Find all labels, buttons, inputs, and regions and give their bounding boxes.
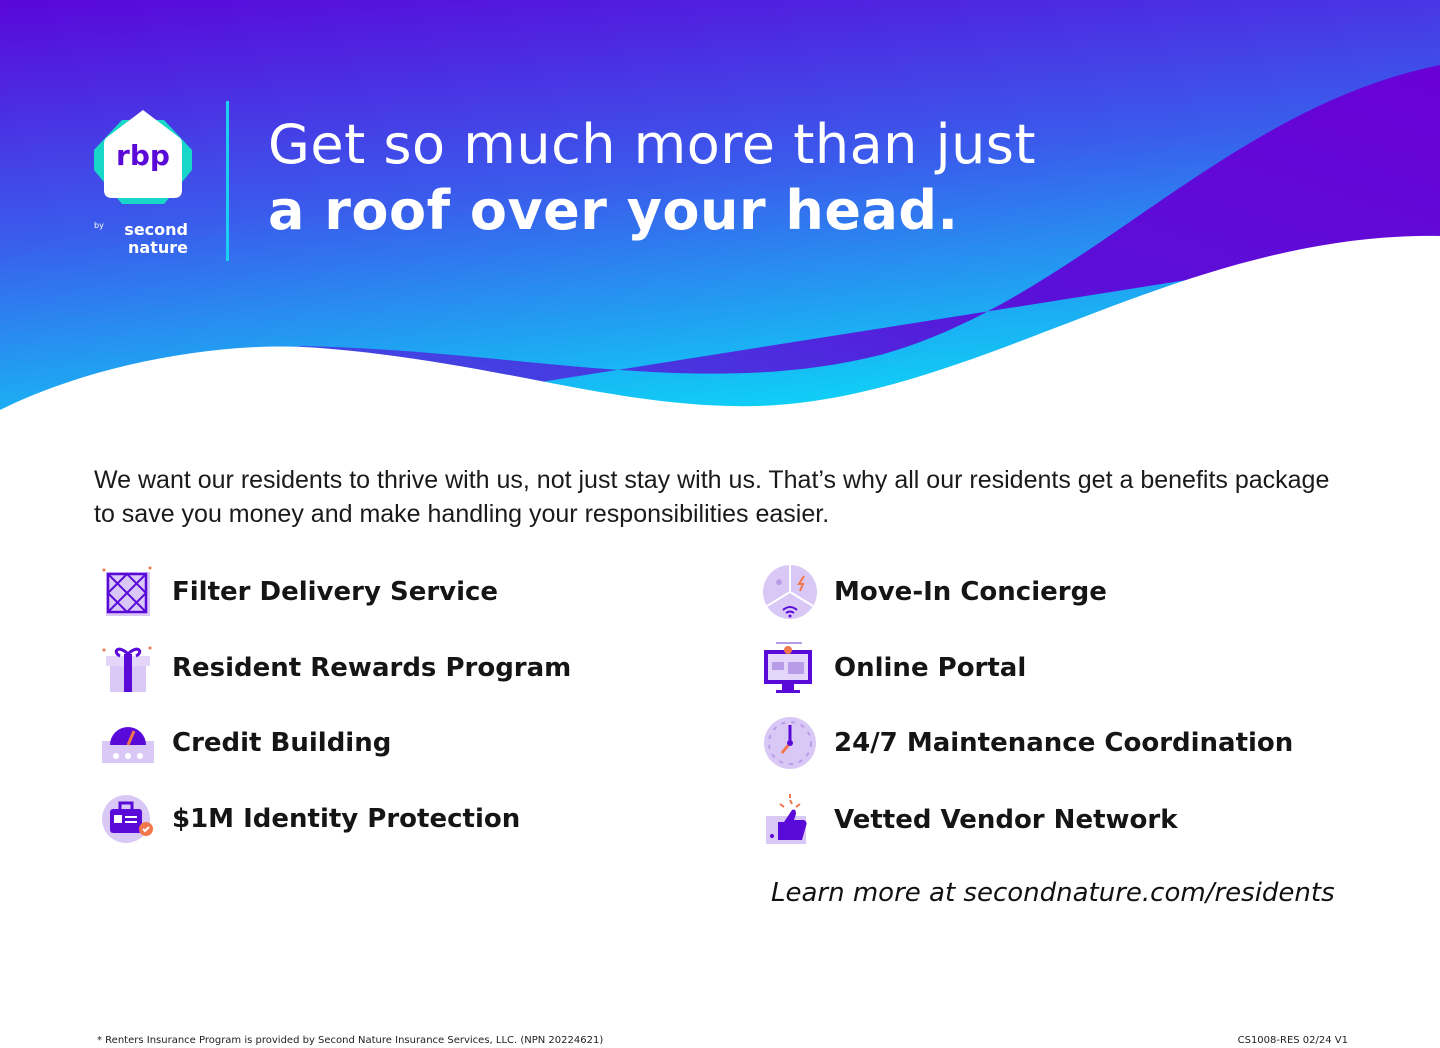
benefit-label: Credit Building — [172, 728, 392, 758]
headline-line-2: a roof over your head. — [268, 179, 959, 242]
intro-text: We want our residents to thrive with us,… — [94, 466, 1330, 528]
headline-line-1: Get so much more than just — [268, 113, 1037, 176]
footer-document-code: CS1008-RES 02/24 V1 — [1237, 1035, 1348, 1046]
gift-icon — [102, 646, 152, 692]
header-divider — [226, 101, 229, 261]
benefit-credit-building: Credit Building — [100, 715, 391, 771]
benefit-filter-delivery: Filter Delivery Service — [100, 564, 498, 620]
benefit-label: Resident Rewards Program — [172, 653, 572, 683]
benefit-label: Move-In Concierge — [834, 577, 1107, 607]
air-filter-icon — [102, 566, 152, 616]
svg-text:by: by — [94, 221, 104, 230]
benefit-move-in-concierge: Move-In Concierge — [762, 564, 1107, 620]
learn-more-link[interactable]: Learn more at secondnature.com/residents — [771, 878, 1335, 908]
thumbs-up-icon — [766, 794, 807, 844]
svg-text:nature: nature — [128, 238, 188, 257]
benefit-resident-rewards: Resident Rewards Program — [100, 640, 571, 696]
benefit-maintenance-coordination: 24/7 Maintenance Coordination — [762, 715, 1293, 771]
id-badge-icon — [102, 795, 153, 843]
utilities-icon — [763, 565, 817, 619]
benefit-label: Vetted Vendor Network — [834, 805, 1178, 835]
clock-icon — [764, 717, 816, 769]
benefit-identity-protection: $1M Identity Protection — [100, 791, 520, 847]
benefit-online-portal: Online Portal — [762, 640, 1026, 696]
svg-text:second: second — [124, 220, 188, 239]
benefit-label: Online Portal — [834, 653, 1027, 683]
benefit-label: Filter Delivery Service — [172, 577, 499, 607]
headline: Get so much more than just a roof over y… — [268, 112, 1036, 244]
credit-gauge-icon — [102, 727, 154, 763]
computer-icon — [764, 642, 812, 693]
rbp-logo: rbp by second nature — [94, 110, 192, 257]
svg-text:rbp: rbp — [116, 139, 170, 172]
benefit-vetted-vendor-network: Vetted Vendor Network — [762, 792, 1178, 848]
benefit-label: 24/7 Maintenance Coordination — [834, 728, 1294, 758]
footer-disclaimer: * Renters Insurance Program is provided … — [97, 1035, 604, 1046]
benefit-label: $1M Identity Protection — [172, 804, 521, 834]
